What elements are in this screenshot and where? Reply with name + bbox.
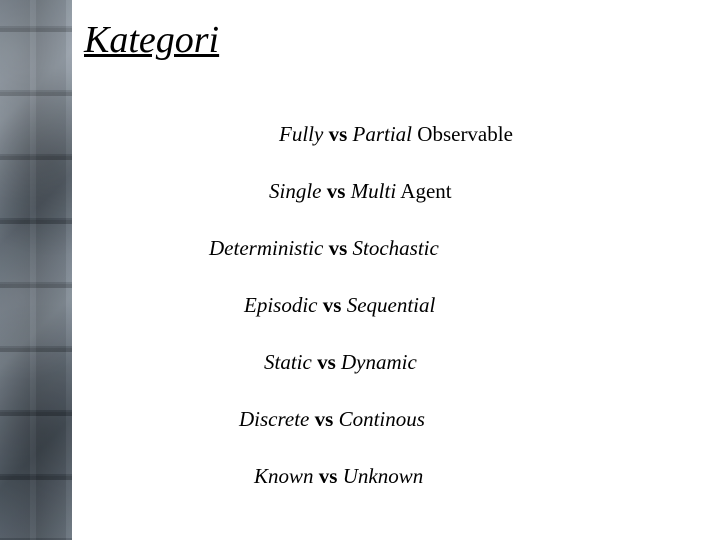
category-left: Known [254,464,314,488]
vs-label: vs [327,179,346,203]
vs-label: vs [315,407,334,431]
vs-label: vs [323,293,342,317]
category-row: Discrete vs Continous [84,407,700,432]
category-row: Known vs Unknown [84,464,700,489]
page-title: Kategori [84,18,700,62]
category-right-plain: Agent [396,179,451,203]
category-right: Partial [353,122,413,146]
category-left: Episodic [244,293,318,317]
category-left: Deterministic [209,236,323,260]
category-row: Single vs Multi Agent [84,179,700,204]
vs-label: vs [329,122,348,146]
vs-label: vs [329,236,348,260]
category-left: Single [269,179,322,203]
vs-label: vs [319,464,338,488]
category-left: Discrete [239,407,309,431]
category-right: Multi [351,179,397,203]
category-row: Static vs Dynamic [84,350,700,375]
category-left: Static [264,350,312,374]
category-right-plain: Observable [412,122,513,146]
category-list: Fully vs Partial Observable Single vs Mul… [84,122,700,489]
category-right: Continous [339,407,425,431]
category-row: Deterministic vs Stochastic [84,236,700,261]
category-row: Fully vs Partial Observable [84,122,700,147]
vs-label: vs [317,350,336,374]
category-right: Sequential [347,293,436,317]
category-right: Unknown [343,464,424,488]
category-left: Fully [279,122,323,146]
sidebar-stone-texture [0,0,72,540]
category-right: Dynamic [341,350,417,374]
slide-content: Kategori Fully vs Partial Observable Sing… [72,0,720,540]
category-right: Stochastic [353,236,439,260]
category-row: Episodic vs Sequential [84,293,700,318]
